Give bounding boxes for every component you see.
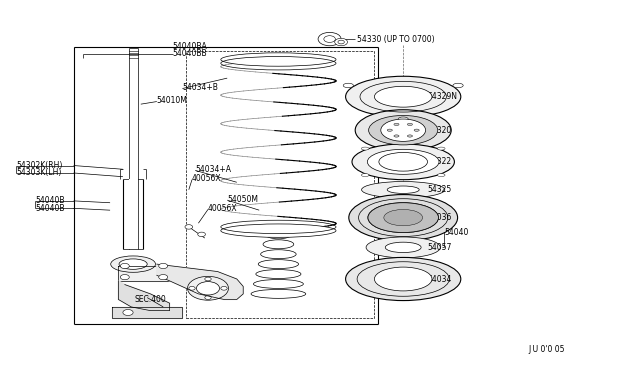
Ellipse shape: [362, 147, 369, 150]
Text: 54036: 54036: [428, 213, 452, 222]
Ellipse shape: [346, 76, 461, 117]
Bar: [129, 179, 138, 249]
Ellipse shape: [196, 282, 220, 295]
Ellipse shape: [258, 260, 298, 269]
Ellipse shape: [189, 286, 195, 290]
Ellipse shape: [198, 232, 205, 237]
Ellipse shape: [263, 240, 294, 249]
Ellipse shape: [379, 153, 428, 171]
Ellipse shape: [324, 36, 335, 42]
Ellipse shape: [349, 195, 458, 241]
Ellipse shape: [256, 270, 301, 279]
Ellipse shape: [394, 135, 399, 137]
Ellipse shape: [338, 40, 344, 44]
Text: 54040B: 54040B: [35, 204, 65, 213]
Ellipse shape: [414, 129, 419, 131]
Ellipse shape: [260, 250, 296, 259]
Ellipse shape: [367, 149, 439, 174]
Text: 54040BA: 54040BA: [173, 42, 207, 51]
Ellipse shape: [251, 289, 306, 298]
Ellipse shape: [368, 203, 438, 232]
Ellipse shape: [387, 129, 392, 131]
Ellipse shape: [120, 263, 129, 269]
Ellipse shape: [159, 275, 168, 280]
Ellipse shape: [366, 237, 440, 258]
Ellipse shape: [381, 119, 426, 141]
Ellipse shape: [335, 38, 348, 46]
Text: 40056X: 40056X: [208, 204, 237, 213]
Ellipse shape: [221, 53, 336, 66]
Text: 54322: 54322: [428, 157, 452, 166]
Ellipse shape: [352, 144, 454, 180]
Bar: [186, 51, 374, 318]
Ellipse shape: [221, 224, 336, 237]
Ellipse shape: [407, 135, 413, 137]
Text: 54320: 54320: [428, 126, 452, 135]
Text: 54050M: 54050M: [227, 195, 258, 203]
Ellipse shape: [394, 123, 399, 125]
Ellipse shape: [123, 310, 133, 315]
Ellipse shape: [369, 115, 438, 145]
Ellipse shape: [159, 263, 168, 269]
Text: 54057: 54057: [428, 243, 452, 252]
Ellipse shape: [387, 186, 419, 193]
Text: 54330 (UP TO 0700): 54330 (UP TO 0700): [357, 35, 435, 44]
Ellipse shape: [185, 225, 193, 229]
Ellipse shape: [205, 277, 211, 281]
Text: SEC.400: SEC.400: [134, 295, 166, 304]
Ellipse shape: [384, 209, 422, 226]
Ellipse shape: [119, 259, 147, 269]
Text: 54302K(RH): 54302K(RH): [16, 161, 62, 170]
Ellipse shape: [437, 174, 445, 177]
Polygon shape: [118, 266, 170, 281]
Text: 40056X: 40056X: [192, 174, 221, 183]
Ellipse shape: [205, 296, 211, 299]
Ellipse shape: [188, 276, 228, 300]
Text: 54325: 54325: [428, 185, 452, 194]
Ellipse shape: [398, 117, 408, 121]
Ellipse shape: [355, 110, 451, 151]
Ellipse shape: [374, 267, 432, 291]
Text: 54040: 54040: [445, 228, 469, 237]
Ellipse shape: [362, 182, 445, 198]
Ellipse shape: [111, 256, 156, 272]
Text: 54303K(LH): 54303K(LH): [16, 169, 61, 177]
Text: 54040B: 54040B: [35, 196, 65, 205]
Text: 54010M: 54010M: [157, 96, 188, 105]
Ellipse shape: [385, 242, 421, 253]
Ellipse shape: [253, 279, 303, 288]
Ellipse shape: [362, 174, 369, 177]
Ellipse shape: [453, 83, 463, 88]
Polygon shape: [112, 307, 182, 318]
Text: 54034+B: 54034+B: [182, 83, 218, 92]
Ellipse shape: [318, 32, 341, 46]
Ellipse shape: [368, 203, 438, 232]
Text: 54034: 54034: [428, 275, 452, 283]
Text: J U 0'0 05: J U 0'0 05: [528, 345, 564, 354]
Text: 54034+A: 54034+A: [195, 165, 231, 174]
Ellipse shape: [266, 230, 291, 239]
Ellipse shape: [221, 286, 227, 290]
Polygon shape: [157, 264, 243, 299]
Text: 54329N: 54329N: [428, 92, 458, 101]
Ellipse shape: [120, 275, 129, 280]
Ellipse shape: [437, 147, 445, 150]
Polygon shape: [118, 281, 170, 311]
Ellipse shape: [407, 123, 413, 125]
Text: 54040BB: 54040BB: [173, 49, 207, 58]
Ellipse shape: [343, 83, 353, 88]
Ellipse shape: [346, 257, 461, 301]
Ellipse shape: [374, 86, 432, 107]
